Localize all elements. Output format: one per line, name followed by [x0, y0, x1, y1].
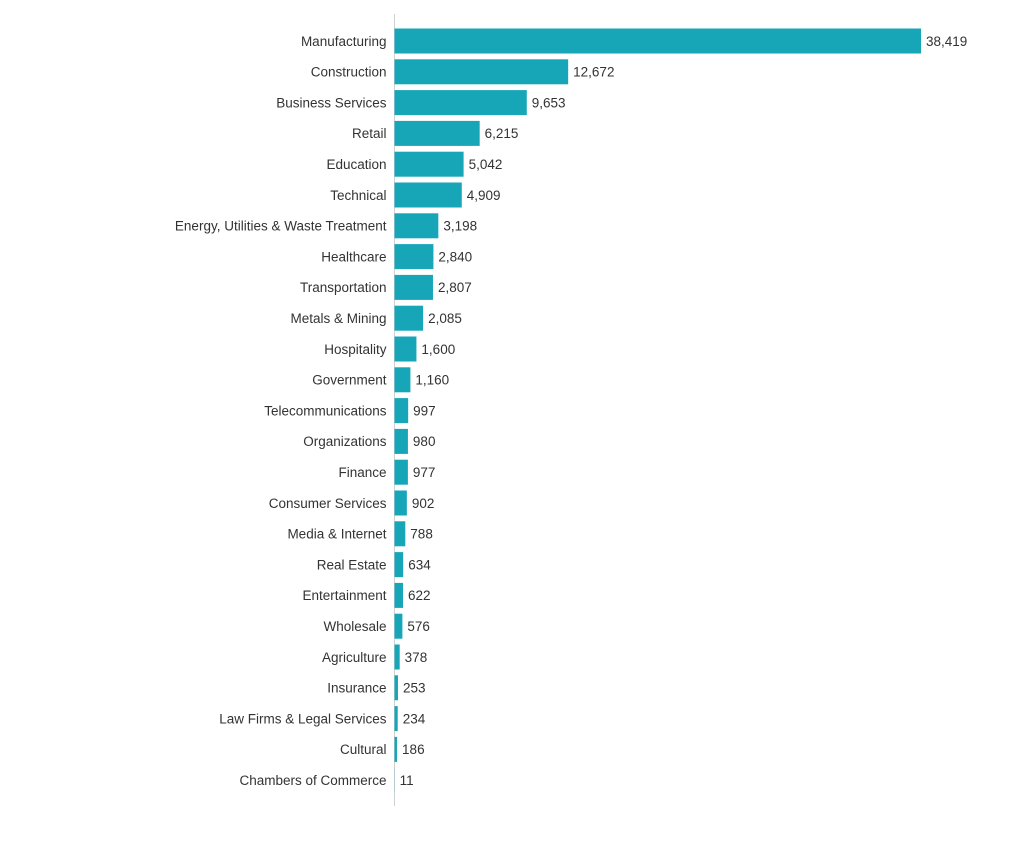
category-labels-group: Manufacturing Construction Business Servic…: [175, 34, 387, 788]
category-label: Technical: [330, 188, 386, 203]
category-label: Organizations: [303, 434, 387, 449]
value-label: 576: [407, 619, 430, 634]
category-label: Real Estate: [317, 557, 387, 572]
category-label: Finance: [338, 465, 386, 480]
bar-3: [394, 120, 480, 146]
category-label: Wholesale: [323, 619, 386, 634]
category-label: Law Firms & Legal Services: [219, 711, 387, 726]
bar-15: [394, 490, 407, 516]
value-label: 2,840: [438, 249, 472, 264]
bar-13: [394, 428, 408, 454]
bar-8: [394, 274, 433, 300]
value-label: 980: [413, 434, 436, 449]
category-label: Insurance: [327, 681, 386, 696]
value-label: 234: [403, 711, 426, 726]
bar-4: [394, 151, 464, 177]
category-label: Energy, Utilities & Waste Treatment: [175, 219, 387, 234]
category-label: Cultural: [340, 742, 387, 757]
value-label: 622: [408, 588, 431, 603]
category-label: Healthcare: [321, 249, 386, 264]
value-label: 997: [413, 403, 436, 418]
value-label: 11: [400, 773, 414, 788]
value-label: 977: [413, 465, 436, 480]
bar-7: [394, 244, 434, 270]
bar-10: [394, 336, 417, 362]
category-label: Manufacturing: [301, 34, 387, 49]
value-label: 9,653: [532, 95, 566, 110]
bar-2: [394, 90, 527, 116]
bar-0: [394, 28, 921, 54]
bar-19: [394, 613, 403, 639]
value-label: 1,600: [421, 342, 455, 357]
category-label: Telecommunications: [264, 403, 387, 418]
value-label: 12,672: [573, 65, 614, 80]
value-label: 1,160: [415, 373, 449, 388]
bar-14: [394, 459, 408, 485]
bar-22: [394, 706, 398, 732]
category-label: Construction: [311, 65, 387, 80]
category-label: Government: [312, 373, 387, 388]
category-label: Retail: [352, 126, 387, 141]
value-label: 3,198: [443, 219, 477, 234]
value-label: 5,042: [469, 157, 503, 172]
category-label: Metals & Mining: [290, 311, 386, 326]
bar-16: [394, 521, 406, 547]
category-label: Agriculture: [322, 650, 387, 665]
bar-17: [394, 552, 404, 578]
bar-1: [394, 59, 569, 85]
category-label: Entertainment: [302, 588, 386, 603]
value-labels-group: 38,419 12,672 9,653 6,215 5,042 4,909 3,198 2,8…: [400, 34, 968, 788]
bar-21: [394, 675, 398, 701]
bar-12: [394, 398, 409, 424]
category-label: Chambers of Commerce: [239, 773, 386, 788]
bar-18: [394, 582, 404, 608]
category-label: Consumer Services: [269, 496, 387, 511]
category-label: Transportation: [300, 280, 387, 295]
value-label: 378: [405, 650, 428, 665]
value-label: 2,085: [428, 311, 462, 326]
bar-9: [394, 305, 424, 331]
bar-6: [394, 213, 439, 239]
value-label: 902: [412, 496, 435, 511]
bars-group: [394, 28, 921, 793]
bar-23: [394, 736, 398, 762]
category-label: Business Services: [276, 95, 387, 110]
category-label: Hospitality: [324, 342, 387, 357]
value-label: 4,909: [467, 188, 501, 203]
bar-5: [394, 182, 462, 208]
value-label: 634: [408, 557, 431, 572]
bar-20: [394, 644, 400, 670]
value-label: 2,807: [438, 280, 472, 295]
category-label: Media & Internet: [287, 527, 386, 542]
value-label: 788: [410, 527, 433, 542]
value-label: 6,215: [485, 126, 519, 141]
category-label: Education: [326, 157, 386, 172]
value-label: 253: [403, 681, 426, 696]
value-label: 186: [402, 742, 425, 757]
value-label: 38,419: [926, 34, 967, 49]
bar-11: [394, 367, 411, 393]
